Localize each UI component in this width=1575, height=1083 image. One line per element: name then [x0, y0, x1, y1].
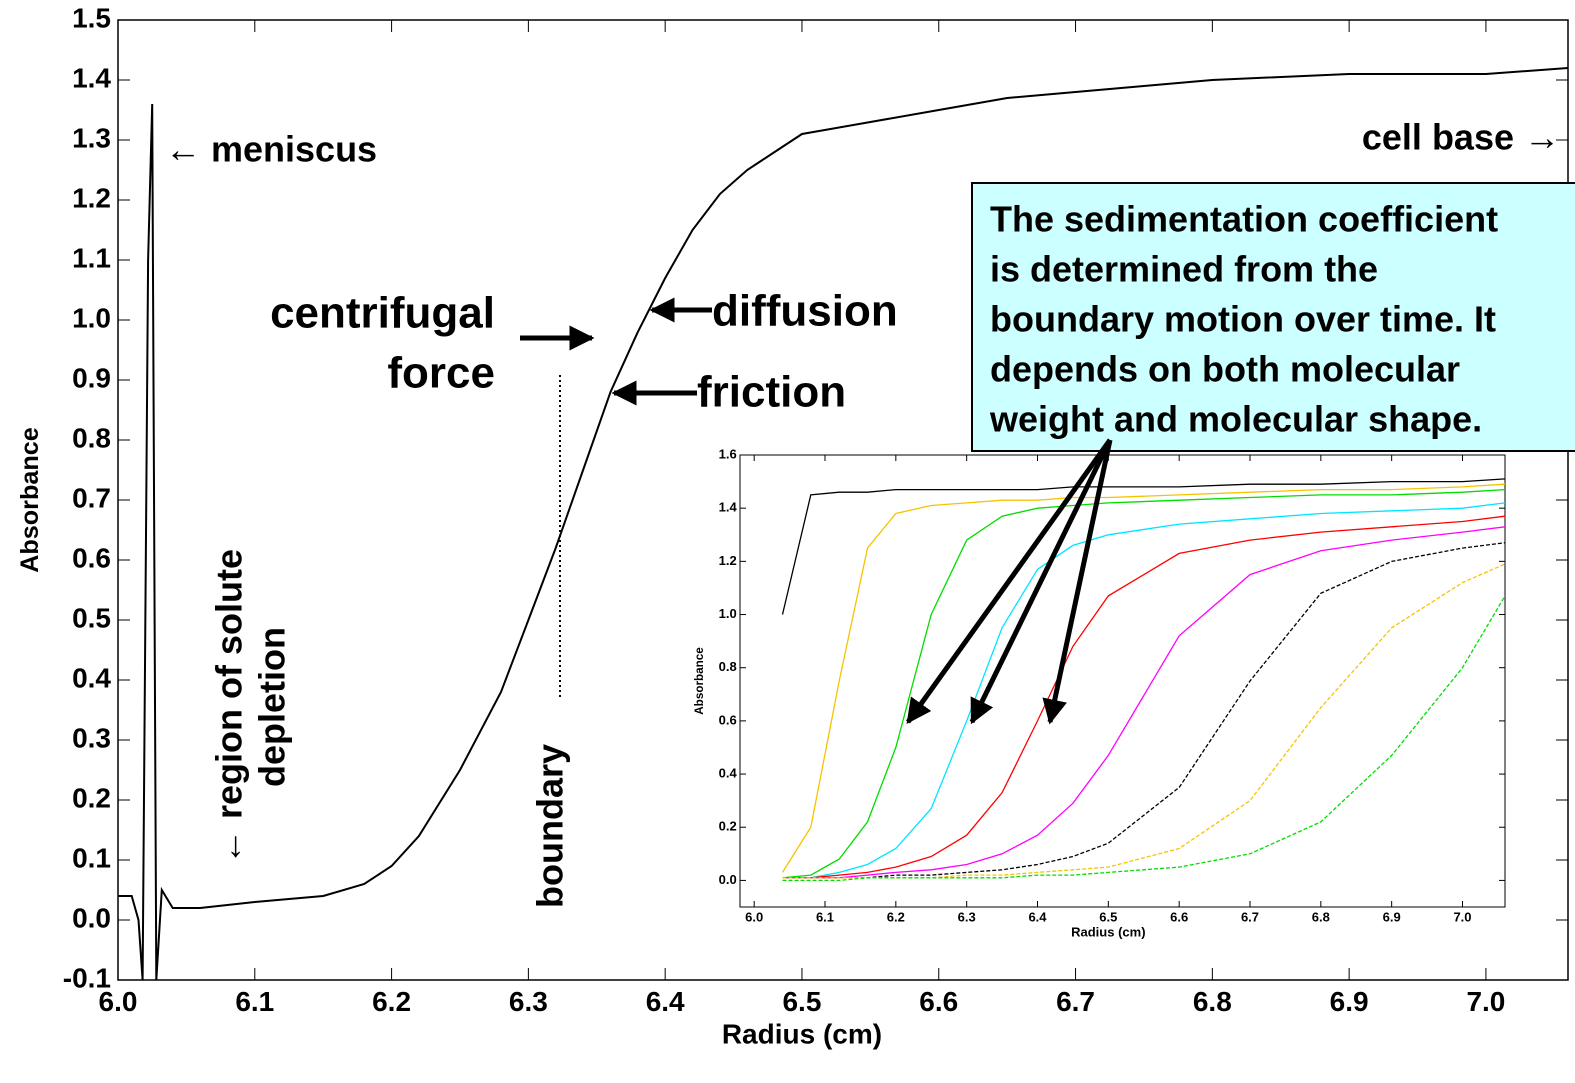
x-tick-label: 6.5 — [782, 986, 821, 1017]
annotation: ← meniscus — [165, 129, 377, 170]
x-axis-title: Radius (cm) — [1071, 924, 1145, 939]
y-axis-title: Absorbance — [16, 427, 44, 573]
y-tick-label: 0.6 — [719, 712, 737, 727]
y-tick-label: 0.2 — [719, 819, 737, 834]
y-tick-label: 1.4 — [72, 62, 111, 93]
series-line — [782, 563, 1505, 879]
x-tick-label: 6.8 — [1312, 909, 1330, 924]
x-tick-label: 6.8 — [1193, 986, 1232, 1017]
text-box-line: boundary motion over time. It — [990, 299, 1496, 340]
series-line — [118, 67, 1568, 980]
y-tick-label: 1.0 — [72, 302, 111, 333]
x-tick-label: 6.7 — [1056, 986, 1095, 1017]
x-tick-label: 6.4 — [1028, 909, 1047, 924]
y-tick-label: 0.8 — [72, 422, 111, 453]
x-tick-label: 6.9 — [1330, 986, 1369, 1017]
series-line — [782, 595, 1505, 882]
series-line — [782, 488, 1505, 879]
x-tick-label: 6.0 — [99, 986, 138, 1017]
x-tick-label: 6.2 — [372, 986, 411, 1017]
x-tick-label: 7.0 — [1453, 909, 1471, 924]
y-tick-label: 1.6 — [719, 446, 737, 461]
y-tick-label: 0.0 — [719, 872, 737, 887]
x-tick-label: 6.3 — [509, 986, 548, 1017]
series-line — [781, 478, 1505, 615]
annotation: force — [387, 349, 495, 398]
annotation: centrifugal — [270, 289, 495, 338]
x-tick-label: 6.5 — [1099, 909, 1117, 924]
y-tick-label: 0.8 — [719, 659, 737, 674]
y-tick-label: 0.3 — [72, 722, 111, 753]
series-line — [781, 483, 1505, 873]
y-tick-label: 0.1 — [72, 842, 111, 873]
y-tick-label: 0.4 — [72, 662, 111, 693]
y-tick-label: 0.0 — [72, 902, 111, 933]
y-tick-label: 1.0 — [719, 606, 737, 621]
y-tick-label: 0.4 — [719, 765, 738, 780]
text-box-line: weight and molecular shape. — [989, 399, 1482, 440]
text-box-line: is determined from the — [990, 249, 1378, 290]
x-tick-label: 6.1 — [235, 986, 274, 1017]
x-tick-label: 6.9 — [1383, 909, 1401, 924]
annotation: depletion — [252, 627, 293, 787]
annotation: cell base → — [1362, 117, 1560, 158]
arrow — [1042, 439, 1113, 725]
arrow — [969, 438, 1113, 725]
y-tick-label: 0.7 — [72, 482, 111, 513]
series-line — [782, 515, 1505, 879]
y-tick-label: 1.2 — [719, 553, 737, 568]
y-tick-label: 1.3 — [72, 122, 111, 153]
x-tick-label: 6.6 — [1170, 909, 1188, 924]
arrow — [905, 438, 1113, 725]
x-tick-label: 6.7 — [1241, 909, 1259, 924]
y-tick-label: 0.5 — [72, 602, 111, 633]
x-tick-label: 6.4 — [646, 986, 685, 1017]
x-tick-label: 6.0 — [745, 909, 763, 924]
y-tick-label: 0.9 — [72, 362, 111, 393]
x-axis-title: Radius (cm) — [722, 1018, 882, 1049]
x-tick-label: 6.6 — [919, 986, 958, 1017]
annotation: friction — [697, 368, 846, 417]
x-tick-label: 6.1 — [816, 909, 834, 924]
y-tick-label: -0.1 — [63, 962, 111, 993]
y-tick-label: 1.5 — [72, 2, 111, 33]
series-line — [782, 526, 1505, 879]
y-tick-label: 1.1 — [72, 242, 111, 273]
series-line — [782, 502, 1505, 879]
x-tick-label: 6.2 — [887, 909, 905, 924]
text-box — [971, 182, 1575, 452]
text-box-line: The sedimentation coefficient — [990, 199, 1498, 240]
annotation: diffusion — [712, 287, 898, 336]
annotation: boundary — [530, 744, 571, 908]
y-tick-label: 1.2 — [72, 182, 111, 213]
y-tick-label: 0.6 — [72, 542, 111, 573]
x-tick-label: 7.0 — [1466, 986, 1505, 1017]
x-tick-label: 6.3 — [958, 909, 976, 924]
y-axis-title: Absorbance — [693, 647, 706, 715]
text-box-line: depends on both molecular — [990, 349, 1460, 390]
annotation: ← region of solute — [209, 549, 250, 865]
y-tick-label: 1.4 — [719, 500, 738, 515]
y-tick-label: 0.2 — [72, 782, 111, 813]
